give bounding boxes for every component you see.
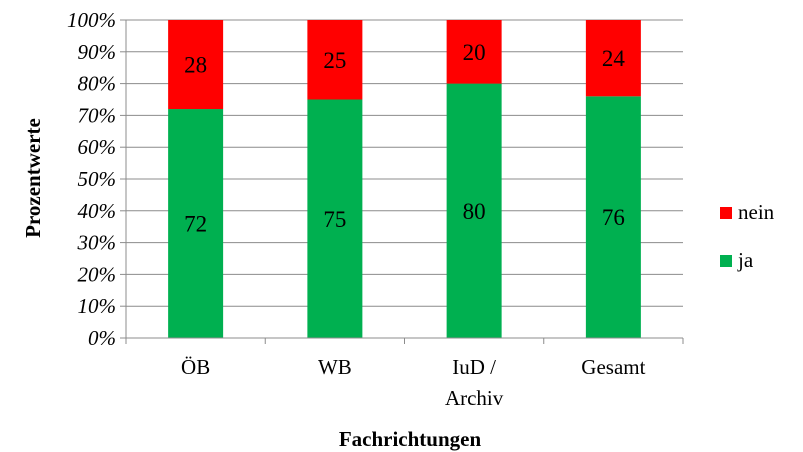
bars: 72 28 75 25 80 20 76 24 [168, 20, 641, 338]
data-label-ja: 75 [323, 207, 346, 232]
data-label-ja: 76 [602, 205, 625, 230]
bar-segment-ja [307, 99, 363, 338]
x-tick-labels: ÖB WB IuD / Archiv Gesamt [181, 355, 646, 410]
y-tick-label: 30% [77, 231, 117, 255]
data-label-nein: 24 [602, 46, 626, 71]
legend-swatch-nein [720, 207, 732, 219]
bar-segment-ja [446, 83, 502, 338]
bar-segment-ja [168, 109, 224, 338]
y-tick-labels: 0% 10% 20% 30% 40% 50% 60% 70% 80% 90% 100% [67, 8, 116, 350]
x-tick-label: Gesamt [581, 355, 645, 379]
data-label-ja: 80 [463, 199, 486, 224]
y-tick-label: 0% [88, 326, 116, 350]
x-axis-title: Fachrichtungen [339, 427, 482, 451]
data-label-nein: 25 [323, 48, 346, 73]
bar-segment-ja [585, 96, 641, 338]
legend-swatch-ja [720, 255, 732, 267]
data-label-nein: 20 [463, 40, 486, 65]
data-label-nein: 28 [184, 53, 207, 78]
x-tick-label: IuD / Archiv [445, 355, 504, 410]
y-tick-label: 20% [78, 262, 117, 286]
y-tick-label: 10% [78, 294, 117, 318]
x-tick-label: WB [318, 355, 352, 379]
data-label-ja: 72 [184, 212, 207, 237]
bar-segment-nein [168, 20, 224, 110]
y-tick-label: 60% [78, 135, 117, 159]
bar-segment-nein [307, 20, 363, 100]
y-tick-label: 90% [78, 40, 117, 64]
bar-segment-nein [446, 20, 502, 84]
y-tick-label: 80% [78, 72, 117, 96]
y-tick-label: 100% [67, 8, 116, 32]
y-axis-title: Prozentwerte [21, 118, 45, 238]
y-tick-label: 40% [78, 199, 117, 223]
legend-label-nein: nein [738, 200, 775, 224]
y-tick-label: 50% [78, 167, 117, 191]
axes [120, 19, 684, 344]
bar-segment-nein [585, 20, 641, 97]
x-tick-label: ÖB [181, 355, 210, 379]
legend: nein ja [720, 200, 775, 272]
legend-label-ja: ja [737, 248, 754, 272]
y-tick-label: 70% [78, 103, 117, 127]
